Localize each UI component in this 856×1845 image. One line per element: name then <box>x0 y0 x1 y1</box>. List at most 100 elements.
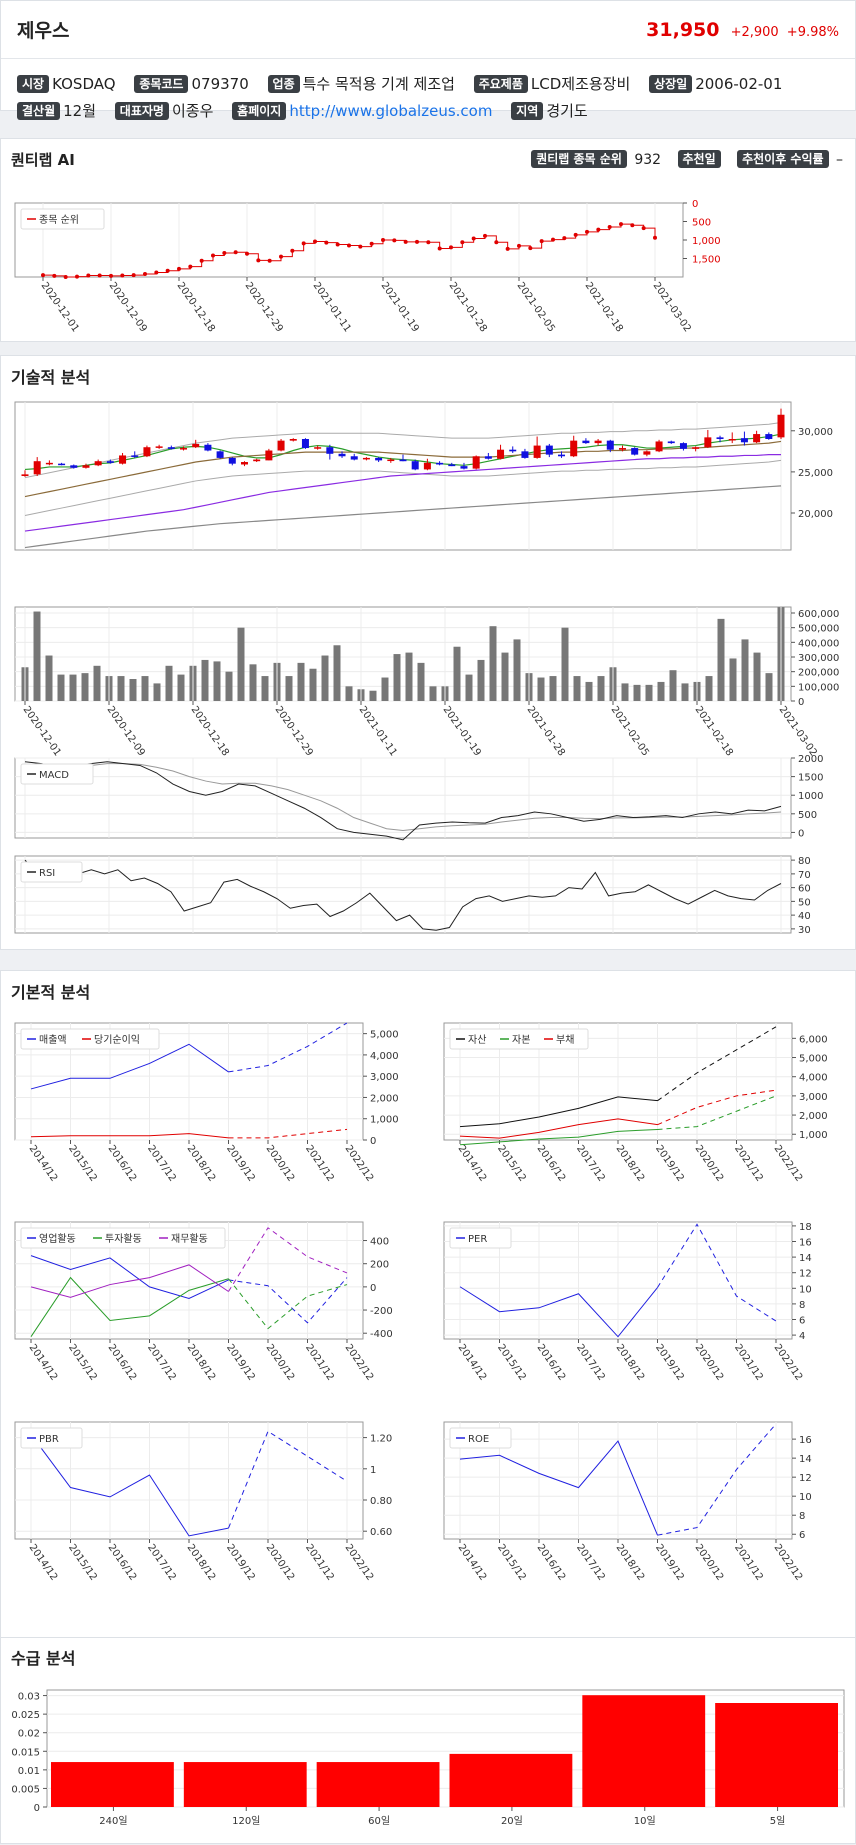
volume-bar-18 <box>237 627 245 701</box>
sales-series-1-actual <box>30 1133 229 1139</box>
per-series-0-forecast <box>657 1223 777 1322</box>
volume-bar-4 <box>69 674 77 701</box>
assets-ytick-label-2: 3,000 <box>799 1092 828 1103</box>
rank-plot-frame <box>14 202 684 278</box>
rank-point <box>426 240 431 245</box>
volume-bar-43 <box>537 677 545 701</box>
cashflow-ytick-label-4: 400 <box>370 1237 389 1248</box>
assets-legend-label-0: 자산 <box>468 1034 486 1046</box>
candle-body-49 <box>618 448 626 450</box>
rank-point <box>415 239 419 244</box>
volume-ytick-label-3: 300,000 <box>798 653 839 664</box>
macd-ytick-label-0: 0 <box>798 828 804 839</box>
rank-point <box>381 238 385 242</box>
roe-legend-box <box>449 1427 512 1449</box>
pbr-ytick-label-3: 1.20 <box>370 1434 392 1445</box>
assets-xtick-label-8: 2022/12 <box>772 1143 805 1183</box>
assets-xtick-label-7: 2021/12 <box>732 1143 765 1183</box>
moving-average-ma20 <box>24 440 782 498</box>
volume-bar-5 <box>81 673 89 701</box>
rank-point <box>562 236 567 241</box>
candle-body-9 <box>131 455 139 457</box>
rank-point <box>494 240 499 245</box>
per-ytick-label-4: 12 <box>799 1269 812 1280</box>
candle-body-4 <box>70 465 78 468</box>
rank-point <box>403 239 408 244</box>
cashflow-xtick-label-1: 2015/12 <box>66 1342 99 1382</box>
rank-point <box>41 273 45 278</box>
volume-bar-9 <box>129 679 137 701</box>
rank-xtick-label-6: 2021-01-28 <box>447 280 489 334</box>
candle-ytick-label-2: 30,000 <box>798 427 833 438</box>
roe-xtick-label-6: 2020/12 <box>693 1542 726 1582</box>
volume-bar-60 <box>741 639 749 701</box>
product-tag: 주요제품 <box>473 75 528 93</box>
candle-body-62 <box>777 414 785 438</box>
stock-header-card: 제우스 31,950 +2,900 +9.98% 시장 KOSDAQ 종목코드 07… <box>0 0 856 120</box>
technical-card: 기술적 분석 20,000 25,000 30,000 0 100,000 200,000… <box>0 355 856 950</box>
market-value: KOSDAQ <box>52 75 116 93</box>
sales-legend-label-0: 매출액 <box>39 1034 67 1046</box>
volume-bar-24 <box>309 668 317 701</box>
supply-ytick-label-2: 0.01 <box>18 1766 40 1777</box>
roe-xtick-label-5: 2019/12 <box>653 1542 686 1582</box>
rank-tag: 퀀티랩 종목 순위 <box>531 150 627 168</box>
volume-bar-16 <box>213 661 221 701</box>
macd-legend-box <box>20 763 94 785</box>
assets-ytick-label-1: 2,000 <box>799 1111 828 1122</box>
pbr-xtick-label-2: 2016/12 <box>106 1542 139 1582</box>
candle-body-3 <box>58 463 66 466</box>
moving-average-ma120 <box>24 485 782 549</box>
candle-body-19 <box>253 459 261 462</box>
cashflow-xtick-label-5: 2019/12 <box>224 1342 257 1382</box>
macd-ytick-label-3: 1500 <box>798 773 823 784</box>
roe-series-0-forecast <box>657 1423 777 1536</box>
pbr-legend-box <box>20 1427 83 1449</box>
stock-price-block: 31,950 +2,900 +9.98% <box>646 19 839 41</box>
per-ytick-label-3: 10 <box>799 1284 812 1295</box>
ceo-value: 이종우 <box>171 102 214 120</box>
volume-bar-36 <box>453 646 461 701</box>
technical-title: 기술적 분석 <box>11 368 91 387</box>
candle-body-5 <box>82 465 90 468</box>
rank-xtick-label-7: 2021-02-05 <box>515 280 557 334</box>
rsi-ytick-label-0: 30 <box>798 925 811 936</box>
assets-ytick-label-5: 6,000 <box>799 1034 828 1045</box>
per-ytick-label-0: 4 <box>799 1331 805 1342</box>
cashflow-xtick-label-3: 2017/12 <box>145 1342 178 1382</box>
volume-bar-3 <box>57 674 65 701</box>
volume-bar-26 <box>333 645 341 701</box>
supply-bar-1 <box>183 1762 307 1807</box>
sales-legend-label-1: 당기순이익 <box>94 1034 140 1046</box>
candle-body-7 <box>106 461 114 463</box>
candle-body-20 <box>265 450 273 461</box>
volume-bar-13 <box>177 674 185 701</box>
volume-bar-32 <box>405 652 413 701</box>
volume-bar-48 <box>597 676 605 701</box>
rank-point <box>120 273 125 278</box>
homepage-link[interactable]: http://www.globalzeus.com <box>289 102 493 120</box>
volume-bar-6 <box>93 665 101 701</box>
rank-ytick-label-1: 500 <box>692 218 711 229</box>
supply-xtick-label-5: 5일 <box>770 1815 786 1827</box>
volume-xtick-label-3: 2020-12-29 <box>273 704 315 758</box>
candle-body-52 <box>655 441 663 452</box>
rank-point <box>460 240 465 245</box>
candle-body-17 <box>228 457 236 464</box>
volume-bar-12 <box>165 665 173 701</box>
per-ytick-label-6: 16 <box>799 1238 812 1249</box>
per-series-0-actual <box>459 1286 658 1338</box>
pbr-ytick-label-0: 0.60 <box>370 1527 392 1538</box>
pbr-xtick-label-0: 2014/12 <box>27 1542 60 1582</box>
cashflow-legend-label-0: 영업활동 <box>39 1232 76 1245</box>
assets-xtick-label-4: 2018/12 <box>614 1143 647 1183</box>
assets-xtick-label-3: 2017/12 <box>574 1143 607 1183</box>
volume-bar-15 <box>201 659 209 701</box>
volume-bar-52 <box>645 684 653 701</box>
rank-point <box>211 253 215 258</box>
assets-legend-box <box>449 1028 589 1050</box>
pbr-ytick-label-2: 1 <box>370 1465 376 1476</box>
rank-point <box>585 229 589 234</box>
industry-tag: 업종 <box>267 75 300 93</box>
